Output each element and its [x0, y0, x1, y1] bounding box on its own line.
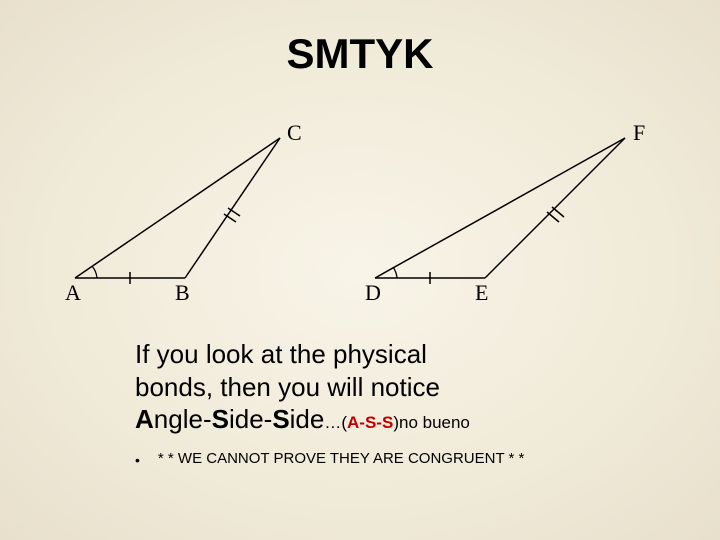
bullet-dot: •: [135, 452, 140, 468]
triangle-def-svg: [365, 118, 655, 298]
body-ellipsis: …(: [324, 413, 347, 432]
label-c: C: [287, 120, 302, 146]
body-line2: bonds, then you will notice: [135, 372, 440, 402]
bullet-row: • * * WE CANNOT PROVE THEY ARE CONGRUENT…: [135, 450, 680, 468]
label-e: E: [475, 280, 488, 306]
label-b: B: [175, 280, 190, 306]
triangle-abc-svg: [65, 118, 355, 298]
label-a: A: [65, 280, 81, 306]
body-text: If you look at the physical bonds, then …: [135, 338, 600, 436]
bullet-text: * * WE CANNOT PROVE THEY ARE CONGRUENT *…: [158, 450, 524, 467]
triangle-abc: A B C: [65, 118, 355, 298]
triangle-def: D E F: [365, 118, 655, 298]
body-ass: A-S-S: [347, 413, 393, 432]
slide-title: SMTYK: [40, 30, 680, 78]
body-nobueno: no bueno: [399, 413, 470, 432]
body-line1: If you look at the physical: [135, 339, 427, 369]
body-angle: Angle-Side-Side: [135, 404, 324, 434]
diagrams-row: A B C D E F: [60, 108, 660, 308]
label-f: F: [633, 120, 645, 146]
label-d: D: [365, 280, 381, 306]
slide: SMTYK A B C: [0, 0, 720, 540]
